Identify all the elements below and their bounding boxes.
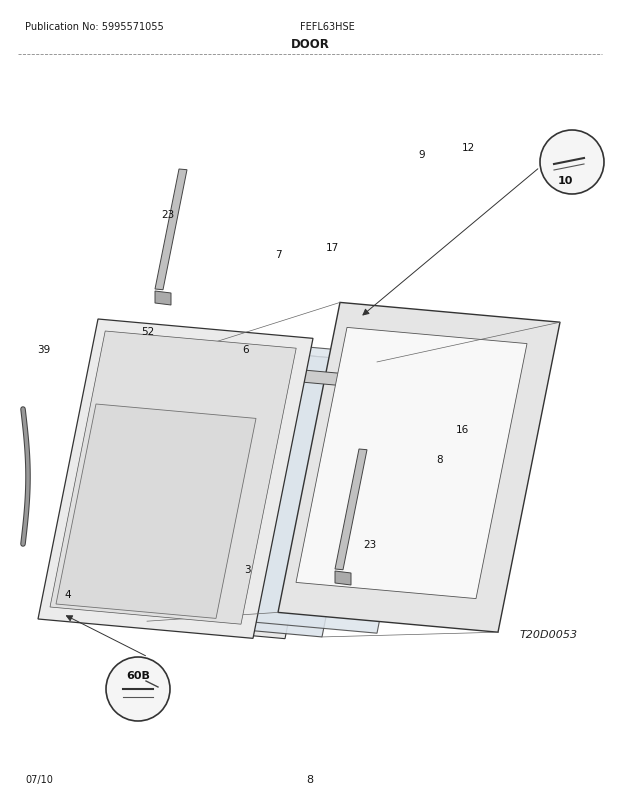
Text: 23: 23 <box>363 539 376 549</box>
Text: 12: 12 <box>461 143 475 153</box>
Text: 7: 7 <box>275 249 281 260</box>
Text: 3: 3 <box>244 565 250 574</box>
Polygon shape <box>212 344 432 634</box>
Text: 60B: 60B <box>126 670 150 680</box>
Circle shape <box>540 131 604 195</box>
Polygon shape <box>155 292 171 306</box>
Polygon shape <box>278 303 560 633</box>
Polygon shape <box>80 341 341 639</box>
Text: Publication No: 5995571055: Publication No: 5995571055 <box>25 22 164 32</box>
Text: 9: 9 <box>418 150 425 160</box>
Text: 07/10: 07/10 <box>25 774 53 784</box>
Polygon shape <box>335 571 351 585</box>
Text: eReplacementParts.com: eReplacementParts.com <box>216 422 404 437</box>
Text: 8: 8 <box>436 455 443 464</box>
Text: 23: 23 <box>161 210 175 220</box>
Polygon shape <box>335 449 367 570</box>
Polygon shape <box>50 331 296 625</box>
Text: 52: 52 <box>141 326 154 337</box>
Polygon shape <box>147 346 377 637</box>
Polygon shape <box>38 320 313 638</box>
Text: 10: 10 <box>558 176 574 186</box>
Text: 8: 8 <box>306 774 314 784</box>
Polygon shape <box>100 356 261 448</box>
Text: 17: 17 <box>326 243 339 253</box>
Polygon shape <box>296 328 527 599</box>
Circle shape <box>106 657 170 721</box>
Polygon shape <box>100 500 257 573</box>
Text: 4: 4 <box>64 589 71 599</box>
Text: DOOR: DOOR <box>291 38 329 51</box>
Text: T20D0053: T20D0053 <box>520 630 578 639</box>
Polygon shape <box>90 351 490 399</box>
Text: 39: 39 <box>37 345 51 354</box>
Polygon shape <box>122 352 194 623</box>
Polygon shape <box>189 351 261 622</box>
Polygon shape <box>56 404 256 618</box>
Text: 16: 16 <box>455 424 469 435</box>
Polygon shape <box>155 170 187 290</box>
Text: FEFL63HSE: FEFL63HSE <box>300 22 355 32</box>
Text: 6: 6 <box>242 345 249 354</box>
